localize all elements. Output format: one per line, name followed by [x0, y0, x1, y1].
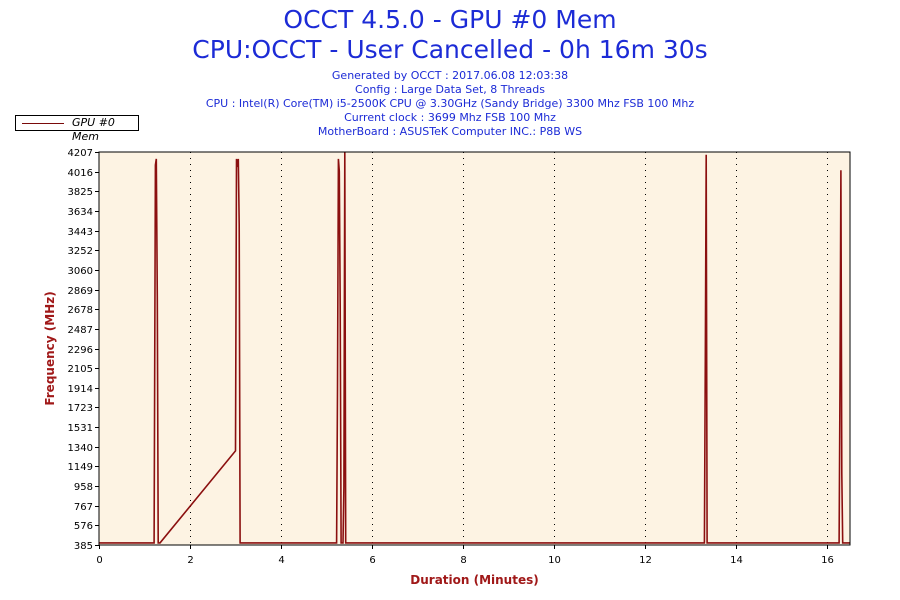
x-tick-label: 8 [460, 555, 466, 566]
y-tick-label: 767 [74, 502, 93, 513]
y-tick-label: 1531 [68, 423, 93, 434]
series-line-gpu0-mem [99, 151, 850, 544]
y-tick-label: 3825 [68, 187, 93, 198]
y-tick-label: 2678 [68, 305, 93, 316]
x-tick-label: 6 [369, 555, 375, 566]
x-tick-label: 16 [821, 555, 834, 566]
y-tick-label: 1914 [68, 384, 93, 395]
chart-subtitle: CPU:OCCT - User Cancelled - 0h 16m 30s [192, 35, 708, 64]
legend-swatch [22, 123, 64, 124]
tick-labels: 385 576 767 958 1149 1340 1531 1723 1914 2105 2296… [68, 148, 834, 566]
y-tick-label: 3252 [68, 246, 93, 257]
y-axis-label: Frequency (MHz) [43, 291, 57, 405]
info-generated: Generated by OCCT : 2017.06.08 12:03:38 [331, 69, 569, 82]
x-tick-label: 10 [548, 555, 561, 566]
info-config: Config : Large Data Set, 8 Threads [355, 83, 545, 96]
y-tick-label: 2105 [68, 364, 93, 375]
y-tick-label: 2487 [68, 325, 93, 336]
plot-area [99, 152, 850, 545]
y-tick-label: 1723 [68, 403, 93, 414]
axis-ticks [95, 152, 828, 549]
y-tick-label: 3443 [68, 227, 93, 238]
y-tick-label: 385 [74, 541, 93, 552]
y-tick-label: 958 [74, 482, 93, 493]
chart-title: OCCT 4.5.0 - GPU #0 Mem [283, 5, 617, 34]
x-tick-label: 4 [278, 555, 284, 566]
y-tick-label: 3060 [68, 266, 93, 277]
y-tick-label: 1340 [68, 443, 93, 454]
y-tick-label: 2296 [68, 345, 93, 356]
y-tick-label: 2869 [68, 286, 93, 297]
info-current-clock: Current clock : 3699 Mhz FSB 100 Mhz [344, 111, 556, 124]
legend-label: GPU #0 Mem [72, 116, 115, 143]
y-tick-label: 4016 [68, 168, 93, 179]
x-tick-label: 0 [96, 555, 102, 566]
legend: GPU #0 Mem [15, 115, 139, 143]
x-tick-label: 12 [639, 555, 652, 566]
x-axis-label: Duration (Minutes) [410, 573, 538, 587]
y-tick-label: 4207 [68, 148, 93, 159]
y-tick-label: 576 [74, 521, 93, 532]
info-cpu: CPU : Intel(R) Core(TM) i5-2500K CPU @ 3… [205, 97, 695, 110]
y-tick-label: 3634 [68, 207, 93, 218]
plot-border [98, 151, 851, 546]
x-tick-label: 2 [187, 555, 193, 566]
info-motherboard: MotherBoard : ASUSTeK Computer INC.: P8B… [317, 125, 583, 138]
y-tick-label: 1149 [68, 462, 93, 473]
x-tick-label: 14 [730, 555, 743, 566]
